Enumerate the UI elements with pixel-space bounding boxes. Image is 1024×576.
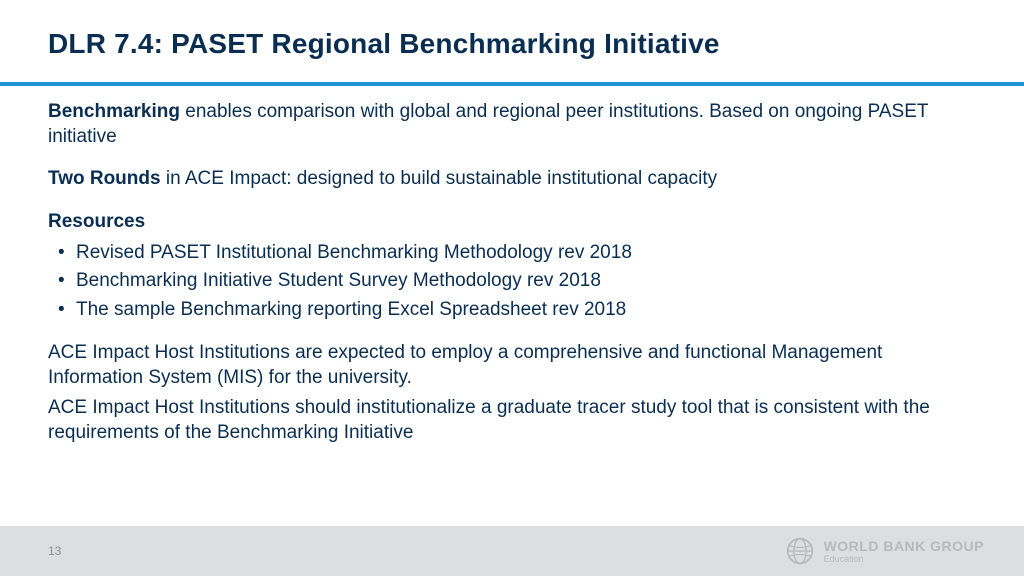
para-benchmarking-rest: enables comparison with global and regio…	[48, 101, 928, 147]
para-two-rounds-rest: in ACE Impact: designed to build sustain…	[161, 168, 718, 189]
globe-icon	[786, 537, 814, 565]
para-mis: ACE Impact Host Institutions are expecte…	[48, 341, 976, 390]
slide: DLR 7.4: PASET Regional Benchmarking Ini…	[0, 0, 1024, 576]
para-two-rounds: Two Rounds in ACE Impact: designed to bu…	[48, 167, 976, 192]
resources-heading: Resources	[48, 210, 976, 235]
brand-name: WORLD BANK GROUP	[824, 539, 984, 553]
brand-subtitle: Education	[824, 555, 984, 564]
page-number: 13	[48, 544, 61, 558]
slide-title: DLR 7.4: PASET Regional Benchmarking Ini…	[48, 28, 976, 60]
para-two-rounds-bold: Two Rounds	[48, 168, 161, 189]
footer-bar: 13 WORLD BANK GROUP Education	[0, 526, 1024, 576]
brand-text: WORLD BANK GROUP Education	[824, 539, 984, 564]
header: DLR 7.4: PASET Regional Benchmarking Ini…	[0, 0, 1024, 70]
para-tracer: ACE Impact Host Institutions should inst…	[48, 396, 976, 445]
list-item: Benchmarking Initiative Student Survey M…	[48, 269, 976, 294]
slide-body: Benchmarking enables comparison with glo…	[0, 86, 1024, 576]
list-item: The sample Benchmarking reporting Excel …	[48, 298, 976, 323]
resources-list: Revised PASET Institutional Benchmarking…	[48, 241, 976, 323]
para-benchmarking-bold: Benchmarking	[48, 101, 180, 122]
brand-lockup: WORLD BANK GROUP Education	[786, 537, 984, 565]
list-item: Revised PASET Institutional Benchmarking…	[48, 241, 976, 266]
para-benchmarking: Benchmarking enables comparison with glo…	[48, 100, 976, 149]
